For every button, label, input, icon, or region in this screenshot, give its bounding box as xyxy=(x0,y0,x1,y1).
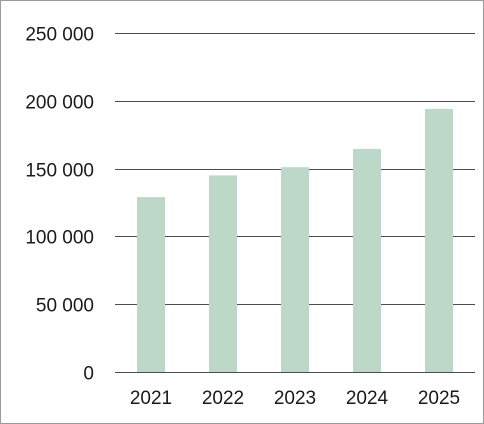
bar-2023 xyxy=(281,167,309,372)
bars xyxy=(137,108,453,373)
y-axis-tick-labels: 0 50 000 100 000 150 000 200 000 250 000 xyxy=(25,25,94,385)
x-tick-label: 2023 xyxy=(274,388,316,409)
y-tick-label: 50 000 xyxy=(36,296,94,317)
x-axis-tick-labels: 2021 2022 2023 2024 2025 xyxy=(130,388,460,409)
y-tick-label: 250 000 xyxy=(25,25,94,46)
y-tick-label: 200 000 xyxy=(25,93,94,114)
x-tick-label: 2022 xyxy=(202,388,244,409)
y-tick-label: 100 000 xyxy=(25,228,94,249)
x-tick-label: 2021 xyxy=(130,388,172,409)
bar-2022 xyxy=(209,175,237,372)
bar-2021 xyxy=(137,197,165,372)
x-tick-label: 2024 xyxy=(346,388,389,409)
bar-2025 xyxy=(425,108,453,373)
x-tick-label: 2025 xyxy=(418,388,460,409)
y-tick-label: 0 xyxy=(83,364,94,385)
bar-2024 xyxy=(353,148,381,372)
y-tick-label: 150 000 xyxy=(25,161,94,182)
